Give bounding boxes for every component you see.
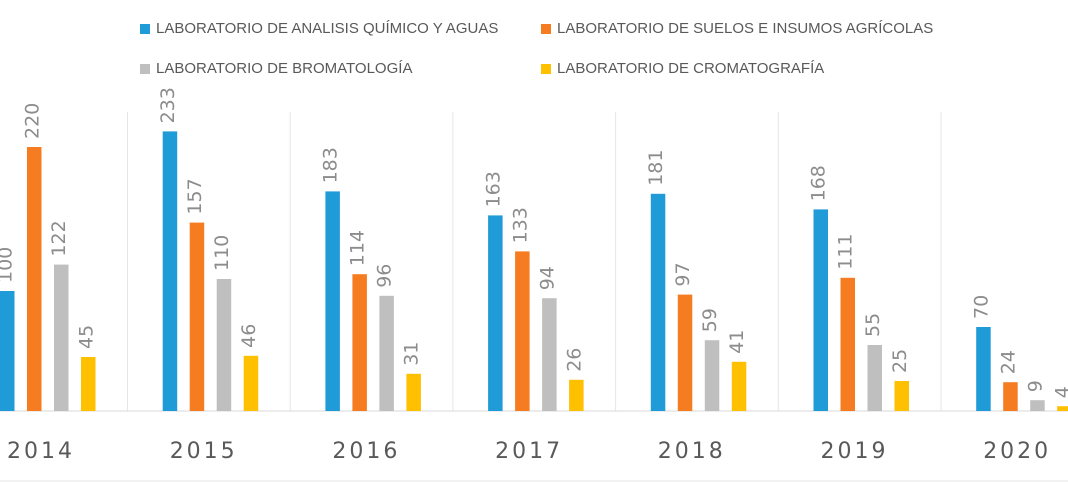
legend: LABORATORIO DE ANALISIS QUÍMICO Y AGUAS …	[0, 0, 1068, 90]
data-label: 24	[997, 350, 1019, 374]
legend-item-bromatologia: LABORATORIO DE BROMATOLOGÍA	[140, 60, 412, 77]
legend-item-suelos-insumos: LABORATORIO DE SUELOS E INSUMOS AGRÍCOLA…	[541, 20, 933, 37]
x-tick-label: 2020	[983, 439, 1051, 464]
data-label: 59	[699, 308, 721, 332]
data-label: 31	[401, 342, 423, 366]
data-label: 70	[970, 295, 992, 319]
legend-swatch	[541, 63, 551, 74]
legend-item-cromatografia: LABORATORIO DE CROMATOGRAFÍA	[541, 60, 824, 77]
bar-2016-series-1	[325, 191, 340, 411]
data-label: 96	[374, 264, 396, 288]
bar-2019-series-3	[867, 345, 882, 411]
data-label: 114	[347, 230, 369, 266]
bar-2020-series-2	[1003, 382, 1018, 411]
legend-label: LABORATORIO DE ANALISIS QUÍMICO Y AGUAS	[156, 20, 499, 37]
bar-2015-series-1	[162, 131, 178, 411]
bar-2016-series-3	[379, 295, 394, 411]
bar-2014-series-1	[0, 291, 15, 411]
bar-2015-series-3	[216, 279, 232, 411]
bar-2019-series-4	[894, 381, 909, 411]
legend-item-quimico-aguas: LABORATORIO DE ANALISIS QUÍMICO Y AGUAS	[140, 20, 498, 37]
data-label: 97	[672, 262, 694, 286]
data-label: 168	[808, 165, 830, 201]
bar-2016-series-2	[352, 274, 367, 411]
data-label: 26	[563, 348, 585, 372]
x-tick-label: 2015	[170, 439, 238, 464]
data-label: 94	[536, 266, 558, 290]
data-label: 46	[238, 324, 260, 348]
data-label: 220	[21, 103, 43, 139]
legend-label: LABORATORIO DE BROMATOLOGÍA	[156, 60, 413, 77]
legend-swatch	[140, 23, 150, 34]
bar-2014-series-4	[81, 357, 96, 411]
legend-label: LABORATORIO DE SUELOS E INSUMOS AGRÍCOLA…	[557, 20, 934, 37]
bar-2020-series-4	[1057, 406, 1068, 411]
bar-2014-series-3	[54, 264, 69, 411]
bar-2018-series-2	[677, 294, 693, 411]
x-tick-label: 2017	[495, 439, 563, 464]
data-label: 55	[862, 313, 884, 337]
data-label: 110	[211, 235, 233, 271]
bar-2017-series-3	[542, 298, 557, 411]
data-label: 133	[509, 207, 531, 243]
bar-2017-series-1	[488, 215, 503, 411]
bar-2018-series-3	[704, 340, 720, 411]
x-tick-label: 2019	[821, 439, 889, 464]
legend-swatch	[140, 63, 150, 74]
bar-2014-series-2	[27, 147, 42, 411]
data-label: 183	[320, 147, 342, 183]
data-label: 122	[48, 220, 70, 256]
data-label: 25	[889, 349, 911, 373]
bar-2019-series-2	[840, 277, 855, 411]
bar-2018-series-4	[731, 361, 747, 411]
data-label: 41	[726, 330, 748, 354]
x-tick-label: 2016	[332, 439, 400, 464]
data-label: 4	[1051, 386, 1068, 398]
data-label: 233	[157, 87, 179, 123]
bar-2016-series-4	[406, 373, 421, 411]
bar-2020-series-3	[1030, 400, 1045, 411]
data-label: 181	[645, 150, 667, 186]
bar-2015-series-4	[243, 355, 259, 411]
data-label: 111	[835, 234, 857, 270]
legend-label: LABORATORIO DE CROMATOGRAFÍA	[557, 60, 825, 77]
legend-swatch	[541, 23, 551, 34]
data-label: 9	[1024, 380, 1046, 392]
bar-2015-series-2	[189, 222, 205, 411]
x-tick-label: 2014	[7, 439, 75, 464]
bar-2020-series-1	[976, 327, 991, 411]
data-label: 163	[482, 171, 504, 207]
bar-2018-series-1	[650, 193, 666, 411]
data-label: 100	[0, 247, 16, 283]
bar-2017-series-4	[569, 379, 584, 411]
data-label: 45	[75, 325, 97, 349]
bar-2017-series-2	[515, 251, 530, 411]
bar-2019-series-1	[813, 209, 828, 411]
data-label: 157	[184, 178, 206, 214]
x-tick-label: 2018	[658, 439, 726, 464]
